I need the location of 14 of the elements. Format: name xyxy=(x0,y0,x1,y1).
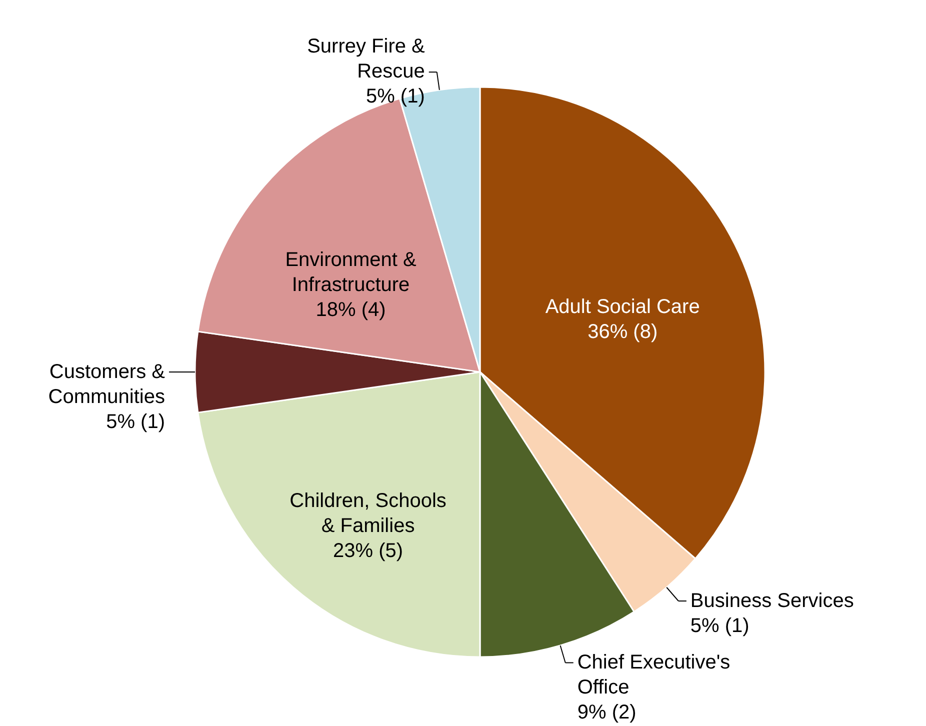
slice-label: Customers & Communities xyxy=(48,361,166,408)
slice-label: Adult Social Care xyxy=(545,296,700,318)
data-label: 9% (2) xyxy=(577,702,636,724)
slice-label: Chief Executive's Office xyxy=(577,652,730,699)
slice-label: Children, Schools & Families xyxy=(290,490,446,538)
slice-label: Business Services xyxy=(690,590,854,612)
data-label: 23% (5) xyxy=(333,540,404,562)
slice-label: Environment & Infrastructure xyxy=(285,249,418,296)
data-label: 36% (8) xyxy=(588,320,658,343)
slice-label: Surrey Fire & Rescue xyxy=(307,36,426,83)
data-label: 5% (1) xyxy=(366,86,425,108)
data-label: 5% (1) xyxy=(690,614,750,637)
data-label: 18% (4) xyxy=(316,299,386,322)
data-label: 5% (1) xyxy=(106,411,165,433)
